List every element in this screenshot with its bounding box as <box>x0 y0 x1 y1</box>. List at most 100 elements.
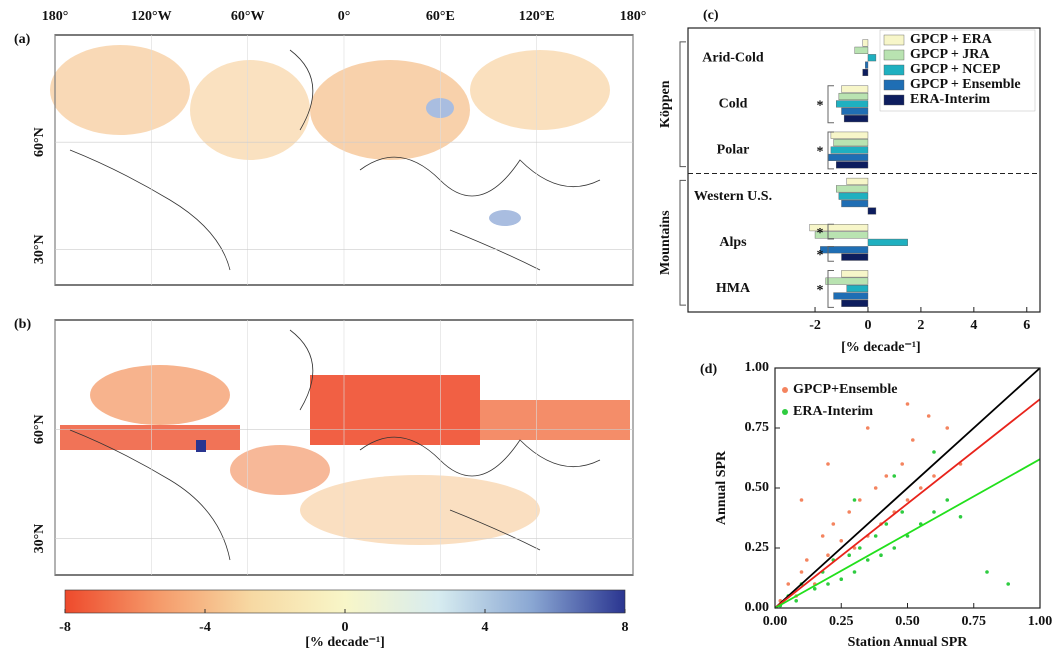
category-label: HMA <box>716 281 751 296</box>
scatter-point <box>826 553 830 557</box>
lon-tick-label: 60°E <box>426 9 455 24</box>
bar <box>854 46 869 54</box>
lat-tick-label: 30°N <box>32 234 47 264</box>
significance-bracket <box>827 269 834 308</box>
lon-tick-label: 120°W <box>131 9 172 24</box>
bar <box>809 224 869 232</box>
x-axis-title: Station Annual SPR <box>848 635 969 650</box>
category-label: Polar <box>717 143 750 158</box>
scatter-point <box>884 522 889 526</box>
legend-label: GPCP + ERA <box>910 32 993 47</box>
bar <box>830 146 869 154</box>
significance-bracket <box>827 245 834 262</box>
plot-frame <box>687 27 1041 313</box>
scatter-point <box>932 510 936 514</box>
legend-swatch <box>883 64 905 76</box>
scatter-point <box>794 599 798 603</box>
bar <box>833 139 869 147</box>
category-label: Western U.S. <box>694 189 772 204</box>
plot-frame <box>774 367 1041 609</box>
legend-label: ERA-Interim <box>793 404 873 419</box>
bar <box>867 54 877 62</box>
scatter-point <box>958 515 963 519</box>
scatter-point <box>884 474 889 478</box>
x-tick-label: 0.50 <box>895 614 920 629</box>
x-tick-label: 0.00 <box>763 614 788 629</box>
group-label: Mountains <box>658 210 673 275</box>
group-bracket <box>679 41 686 168</box>
x-tick-label: 2 <box>917 318 924 333</box>
x-tick-label: 6 <box>1023 318 1030 333</box>
x-axis-title: [% decade⁻¹] <box>841 340 921 355</box>
category-label: Arid-Cold <box>702 50 764 65</box>
colorbar-tick-label: 8 <box>622 620 629 635</box>
bar <box>825 277 869 285</box>
bar <box>867 238 908 246</box>
significance-marker: * <box>817 283 824 298</box>
colorbar-tick-label: 0 <box>342 620 349 635</box>
scatter-point <box>879 553 883 557</box>
bar <box>833 292 869 300</box>
scatter-point <box>839 577 844 581</box>
legend-box <box>879 29 1036 112</box>
scatter-point <box>865 558 870 562</box>
significance-marker: * <box>817 248 824 263</box>
significance-marker: * <box>817 226 824 241</box>
bar <box>836 161 869 169</box>
panel-label: (d) <box>700 362 717 377</box>
category-label: Cold <box>719 96 748 111</box>
fit-line <box>774 458 1041 609</box>
significance-bracket <box>827 223 834 240</box>
scatter-point <box>831 522 836 526</box>
colorbar-tick-label: -4 <box>199 620 211 635</box>
scatter-point <box>799 498 804 502</box>
scatter-point <box>852 570 857 574</box>
legend-swatch <box>883 79 905 91</box>
scatter-point <box>985 570 989 574</box>
scatter-point <box>847 510 851 514</box>
bar <box>841 299 869 307</box>
lon-tick-label: 60°W <box>231 9 265 24</box>
bar <box>820 246 869 254</box>
bar <box>814 231 869 239</box>
lon-tick-label: 180° <box>42 9 69 24</box>
scatter-point <box>786 582 791 586</box>
legend-label: GPCP + Ensemble <box>910 77 1021 92</box>
map-a-shading <box>50 35 633 285</box>
bar <box>841 253 869 261</box>
bar <box>867 207 877 215</box>
colorbar-label: [% decade⁻¹] <box>305 635 385 650</box>
legend-marker <box>782 409 788 415</box>
y-axis-title: Annual SPR <box>714 450 729 525</box>
legend-label: GPCP+Ensemble <box>793 382 897 397</box>
scatter-point <box>900 462 904 466</box>
bar <box>836 185 869 193</box>
lon-tick-label: 120°E <box>519 9 555 24</box>
scatter-point <box>847 553 851 557</box>
group-bracket <box>679 179 686 306</box>
x-tick-label: 0.25 <box>829 614 854 629</box>
scatter-point <box>799 570 804 574</box>
legend-label: GPCP + JRA <box>910 47 990 62</box>
legend-swatch <box>883 94 905 106</box>
y-tick-label: 0.75 <box>745 420 770 435</box>
scatter-point <box>1006 582 1010 586</box>
significance-marker: * <box>817 145 824 160</box>
scatter-point <box>839 539 844 543</box>
scatter-point <box>892 474 897 478</box>
lon-tick-label: 180° <box>620 9 647 24</box>
scatter-point <box>826 462 830 466</box>
bar <box>830 131 869 139</box>
legend-label: GPCP + NCEP <box>910 62 1001 77</box>
bar <box>862 39 869 47</box>
legend-swatch <box>883 34 905 46</box>
bar <box>836 100 869 108</box>
significance-marker: * <box>817 98 824 113</box>
colorbar-tick-label: 4 <box>482 620 489 635</box>
x-tick-label: 0.75 <box>962 614 987 629</box>
scatter-point <box>826 582 830 586</box>
bar <box>841 107 869 115</box>
scatter-point <box>932 474 936 478</box>
scatter-point <box>945 498 950 502</box>
scatter-point <box>932 450 936 454</box>
